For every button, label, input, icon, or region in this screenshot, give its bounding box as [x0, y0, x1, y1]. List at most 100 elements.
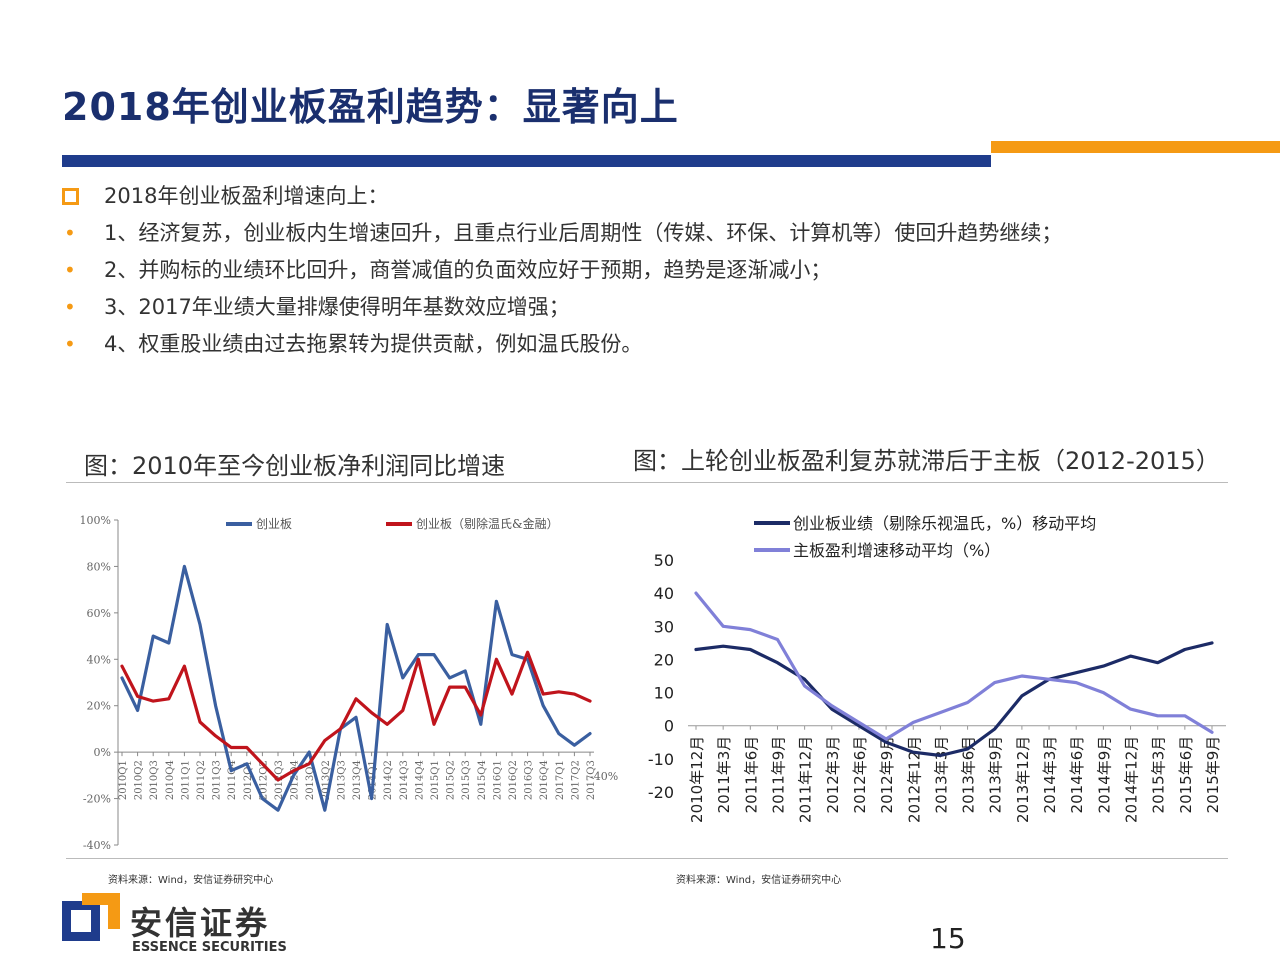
bullet-text: 2018年创业板盈利增速向上：	[104, 184, 389, 208]
x-tick-label: 2015Q1	[430, 760, 441, 800]
left-source-note: 资料来源：Wind，安信证券研究中心	[108, 875, 274, 886]
x-tick-label: 2011年12月	[797, 736, 815, 823]
y-tick-label: 20%	[87, 700, 111, 713]
x-tick-label: 2014年12月	[1123, 736, 1141, 823]
legend-label: 创业板（剔除温氏&金融）	[416, 516, 559, 531]
x-tick-label: 2017Q3	[586, 760, 597, 800]
x-tick-label: 2015Q3	[461, 760, 472, 800]
x-tick-label: 2017Q2	[570, 760, 581, 800]
right-source-note: 资料来源：Wind，安信证券研究中心	[676, 875, 842, 886]
x-tick-label: 2014Q4	[414, 760, 425, 800]
legend-label: 创业板	[256, 517, 292, 531]
x-tick-label: 2010Q3	[149, 760, 160, 800]
square-bullet-icon	[62, 178, 79, 217]
bullet-item: • 4、权重股业绩由过去拖累转为提供贡献，例如温氏股份。	[62, 326, 1272, 363]
x-tick-label: 2011年9月	[769, 736, 787, 814]
title-underline-orange	[991, 141, 1280, 153]
x-tick-label: 2016Q1	[492, 760, 503, 800]
bullet-item: • 3、2017年业绩大量排爆使得明年基数效应增强；	[62, 289, 1272, 326]
y-tick-label: 20	[654, 650, 674, 669]
x-tick-label: 2013年3月	[932, 736, 950, 814]
x-tick-label: 2011Q3	[212, 760, 223, 800]
y-tick-label: -40%	[83, 839, 111, 852]
series-line	[120, 564, 592, 812]
x-tick-label: 2010Q2	[134, 760, 145, 800]
x-tick-label: 2012Q4	[290, 760, 301, 800]
y-tick-label: 0%	[94, 746, 111, 759]
x-tick-label: 2012年9月	[878, 736, 896, 814]
y-tick-label: 40%	[87, 653, 111, 666]
y-tick-label: 50	[654, 551, 674, 570]
right-chart-title: 图：上轮创业板盈利复苏就滞后于主板（2012-2015）	[633, 447, 1220, 475]
y-tick-label: 30	[654, 617, 674, 636]
x-tick-label: 2010年12月	[688, 736, 706, 823]
x-tick-label: 2014Q3	[399, 760, 410, 800]
series-line	[694, 591, 1214, 741]
chart-bottom-divider	[66, 858, 1228, 859]
x-tick-label: 2012Q2	[258, 760, 269, 800]
x-tick-label: 2016Q2	[508, 760, 519, 800]
x-tick-label: 2013年6月	[960, 736, 978, 814]
title-underline-blue	[62, 155, 991, 167]
right-chart: -20 -10 0 10 20 30 40 50 2010年12月 2011年3月 2011年6月 2…	[648, 514, 1226, 823]
x-tick-label: 2014年6月	[1068, 736, 1086, 814]
bullet-text: 2、并购标的业绩环比回升，商誉减值的负面效应好于预期，趋势是逐渐减小；	[104, 258, 832, 282]
x-tick-label: 2016Q3	[524, 760, 535, 800]
bullet-item: • 1、经济复苏，创业板内生增速回升，且重点行业后周期性（传媒、环保、计算机等）…	[62, 215, 1272, 252]
bullet-item: • 2、并购标的业绩环比回升，商誉减值的负面效应好于预期，趋势是逐渐减小；	[62, 252, 1272, 289]
y-tick-label: 60%	[87, 607, 111, 620]
bullet-item-heading: 2018年创业板盈利增速向上：	[62, 178, 1272, 215]
x-tick-label: 2015年3月	[1150, 736, 1168, 814]
x-tick-label: 2014年9月	[1095, 736, 1113, 814]
slide-title: 2018年创业板盈利趋势：显著向上	[62, 85, 679, 129]
y-tick-label: 40	[654, 584, 674, 603]
y-tick-label: -20%	[83, 793, 111, 806]
y-tick-label: 10	[654, 684, 674, 703]
brand-name-cn: 安信证券	[130, 904, 271, 942]
extra-axis-label: -40%	[590, 770, 618, 783]
x-tick-label: 2011年3月	[715, 736, 733, 814]
brand-name-en: ESSENCE SECURITIES	[132, 940, 287, 955]
left-chart: -40% -20% 0% 20% 40% 60% 80% 100% 2010Q1 2010Q2 20…	[80, 514, 619, 852]
x-tick-label: 2012年6月	[851, 736, 869, 814]
dot-bullet-icon: •	[64, 332, 76, 356]
left-chart-title: 图：2010年至今创业板净利润同比增速	[84, 452, 506, 480]
x-tick-label: 2012年3月	[824, 736, 842, 814]
x-tick-label: 2017Q1	[555, 760, 566, 800]
x-tick-label: 2013Q2	[321, 760, 332, 800]
chart-top-divider	[66, 482, 1228, 483]
x-tick-label: 2011年6月	[742, 736, 760, 814]
bullet-text: 3、2017年业绩大量排爆使得明年基数效应增强；	[104, 295, 570, 319]
page-number: 15	[930, 922, 966, 955]
x-tick-label: 2013Q1	[305, 760, 316, 800]
y-tick-label: 80%	[87, 560, 111, 573]
x-tick-label: 2013年9月	[987, 736, 1005, 814]
x-tick-label: 2015年9月	[1204, 736, 1222, 814]
x-tick-label: 2015Q4	[477, 760, 488, 800]
x-tick-label: 2012年12月	[905, 736, 923, 823]
x-tick-label: 2011Q2	[196, 760, 207, 800]
essence-logo-icon	[62, 893, 120, 941]
x-tick-label: 2012Q1	[243, 760, 254, 800]
x-tick-label: 2015年6月	[1177, 736, 1195, 814]
dot-bullet-icon: •	[64, 295, 76, 319]
dot-bullet-icon: •	[64, 258, 76, 282]
x-tick-label: 2014年3月	[1041, 736, 1059, 814]
y-tick-label: -10	[648, 750, 674, 769]
x-tick-label: 2016Q4	[539, 760, 550, 800]
x-tick-label: 2014Q2	[383, 760, 394, 800]
y-tick-label: 100%	[80, 514, 111, 527]
bullet-list: 2018年创业板盈利增速向上： • 1、经济复苏，创业板内生增速回升，且重点行业…	[62, 178, 1272, 363]
bullet-text: 1、经济复苏，创业板内生增速回升，且重点行业后周期性（传媒、环保、计算机等）使回…	[104, 221, 1063, 245]
series-line	[694, 641, 1214, 758]
x-tick-label: 2011Q4	[227, 760, 238, 800]
y-tick-label: -20	[648, 783, 674, 802]
x-tick-label: 2010Q1	[118, 760, 129, 800]
dot-bullet-icon: •	[64, 221, 76, 245]
series-line	[120, 650, 592, 782]
x-tick-label: 2011Q1	[180, 760, 191, 800]
y-tick-label: 0	[664, 717, 674, 736]
bullet-text: 4、权重股业绩由过去拖累转为提供贡献，例如温氏股份。	[104, 332, 643, 356]
x-tick-label: 2013年12月	[1014, 736, 1032, 823]
x-tick-label: 2013Q4	[352, 760, 363, 800]
